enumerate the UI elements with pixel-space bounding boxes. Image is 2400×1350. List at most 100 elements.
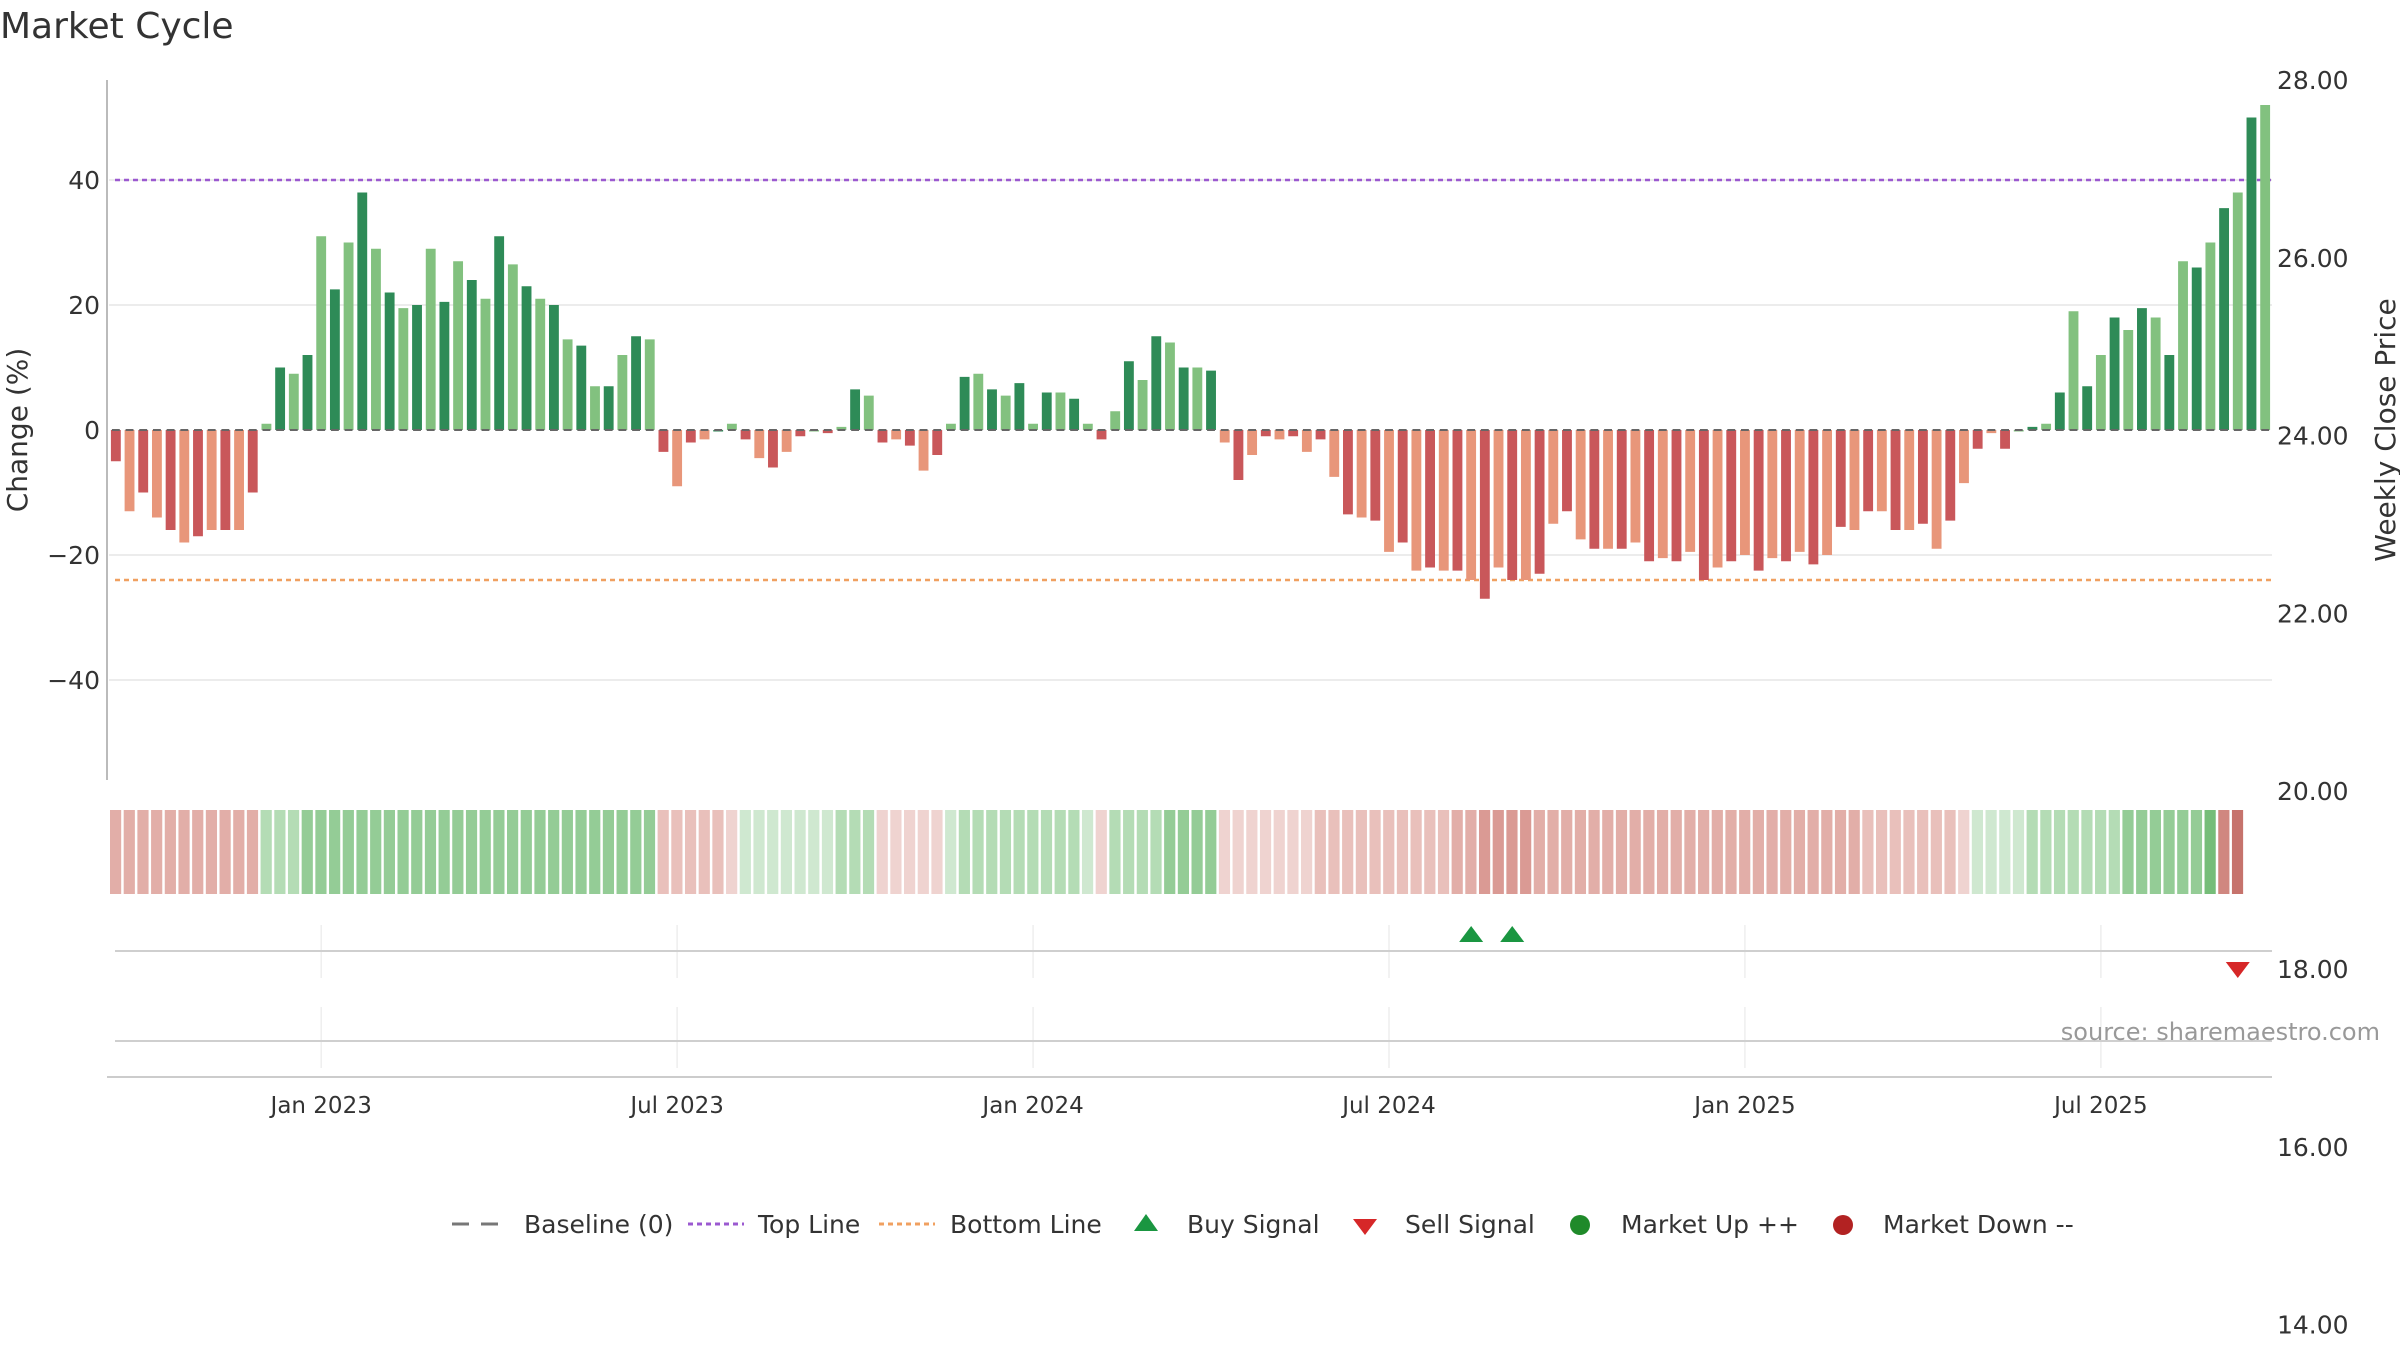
band-cell [1095,810,1107,894]
band-cell [301,810,313,894]
change-bar [1397,430,1408,543]
band-cell [1848,810,1860,894]
band-cell [1369,810,1381,894]
band-cell [1574,810,1587,894]
band-cell [1944,810,1956,894]
change-bar [603,386,614,430]
band-cell [123,810,135,894]
change-bar [2123,330,2134,430]
band-cell [1739,810,1751,894]
main-panel: 40 20 0 −20 −40 28.00 26.00 24.00 22.00 20.00 18.… [1,66,2400,1340]
band-cell [1328,810,1340,894]
change-bar [371,248,381,430]
change-bar [1794,430,1805,552]
change-bar [507,264,518,430]
change-bar [234,430,244,530]
change-bar [699,430,710,440]
band-cell [1533,810,1545,894]
change-bar [1288,430,1299,437]
change-bar [2000,430,2010,449]
band-cell [643,810,656,894]
change-bar [2082,386,2093,430]
change-bar [1438,430,1449,571]
change-bar [1644,430,1655,562]
band-cell [315,810,327,894]
band-cell [1917,810,1929,894]
band-cell [1793,810,1806,894]
change-bar [590,386,600,430]
band-cell [2122,810,2134,894]
right-axis-label: Weekly Close Price [2369,298,2400,561]
band-cell [2095,810,2107,894]
band-cell [986,810,998,894]
change-bar [357,192,368,430]
legend-baseline: Baseline (0) [452,1210,673,1239]
change-bar [1849,430,1860,530]
right-tick-label: 28.00 [2277,66,2349,95]
band-cell [931,810,943,894]
legend-label: Sell Signal [1405,1210,1535,1239]
legend-market-up: Market Up ++ [1570,1210,1799,1239]
band-cell [2026,810,2038,894]
band-cell [1862,810,1874,894]
change-bar [412,305,422,430]
change-bar [781,430,792,452]
change-bar [863,395,874,430]
band-cell [329,810,341,894]
change-bar [151,430,162,518]
band-cell [945,810,957,894]
change-bar [1123,361,1134,430]
change-bar [329,289,340,430]
change-bar [1931,430,1942,549]
band-cell [1656,810,1669,894]
change-bar [138,430,149,493]
band-cell [205,810,218,894]
change-bar [1685,430,1696,552]
band-cell [780,810,792,894]
band-cell [1670,810,1682,894]
band-cell [1711,810,1723,894]
band-cell [534,810,546,894]
change-bar [2191,267,2202,430]
change-bar [1014,383,1025,430]
x-tick-label: Jul 2025 [2052,1093,2148,1119]
band-cell [411,810,423,894]
band-cell [1725,810,1737,894]
band-cell [1396,810,1409,894]
band-cell [794,810,806,894]
band-cell [1027,810,1039,894]
right-tick-label: 26.00 [2277,244,2349,273]
band-cell [684,810,697,894]
band-cell [616,810,628,894]
change-bar [740,430,751,440]
band-cell [671,810,683,894]
x-tick-label: Jul 2024 [1340,1093,1436,1119]
band-cell [657,810,669,894]
band-cell [1451,810,1463,894]
band-cell [2190,810,2203,894]
change-bar [987,389,997,430]
change-bar [1384,430,1394,552]
change-bar [1835,430,1846,527]
change-bar [1781,430,1791,562]
band-cell [767,810,779,894]
change-bar [2260,105,2271,430]
change-bar [1630,430,1641,543]
band-cell [561,810,573,894]
band-cell [2053,810,2066,894]
band-cell [2204,810,2216,894]
market-grid-lines [320,1007,2102,1068]
band-cell [164,810,176,894]
change-bar [1260,430,1271,437]
change-bar [425,248,436,430]
change-bar [1247,430,1258,455]
left-axis-ticks: 40 20 0 −20 −40 [47,166,100,695]
band-cell [1177,810,1189,894]
x-tick-label: Jan 2023 [269,1093,372,1119]
change-bar [1945,430,1956,521]
band-cell [2231,810,2244,894]
band-cell [1136,810,1148,894]
green-dot-icon [1570,1215,1590,1235]
band-cell [1013,810,1025,894]
